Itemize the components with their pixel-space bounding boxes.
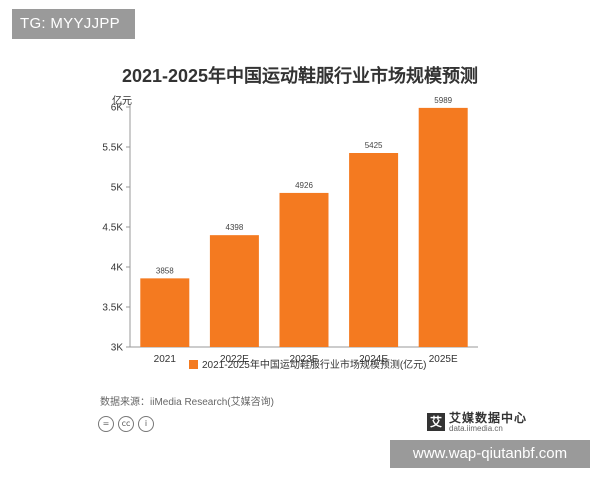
x-tick-label: 2021 <box>154 354 177 365</box>
legend-label: 2021-2025年中国运动鞋服行业市场规模预测(亿元) <box>202 358 426 371</box>
chart-title: 2021-2025年中国运动鞋服行业市场规模预测 <box>121 66 479 86</box>
bar <box>209 235 259 347</box>
bar <box>140 278 190 347</box>
license-equal-icon: = <box>98 416 114 432</box>
y-tick-label: 3.5K <box>102 303 123 314</box>
bar <box>418 107 468 347</box>
bar <box>349 153 399 347</box>
watermark-top: TG: MYYJJPP <box>12 9 135 39</box>
x-tick-label: 2023E <box>290 354 319 365</box>
y-tick-label: 5.5K <box>102 143 123 154</box>
source-text: 数据来源：iiMedia Research(艾媒咨询) <box>100 397 274 408</box>
info-icon: i <box>138 416 154 432</box>
x-tick-label: 2024E <box>359 354 388 365</box>
y-tick-label: 6K <box>111 103 124 114</box>
logo-text: 艾媒数据中心 data.iimedia.cn <box>449 412 527 433</box>
y-tick-label: 3K <box>111 343 124 354</box>
watermark-bottom: www.wap-qiutanbf.com <box>390 440 590 468</box>
license-icons: = cc i <box>98 416 154 432</box>
data-label: 5989 <box>434 96 452 105</box>
logo-url: data.iimedia.cn <box>449 423 503 433</box>
x-tick-label: 2025E <box>429 354 458 365</box>
data-label: 5425 <box>365 141 383 150</box>
logo-mark: 艾 <box>427 413 445 432</box>
bar <box>279 192 329 347</box>
data-label: 4926 <box>295 181 313 190</box>
logo-name: 艾媒数据中心 <box>449 411 528 425</box>
data-label: 4398 <box>226 223 244 232</box>
cc-icon: cc <box>118 416 134 432</box>
iimedia-logo: 艾 艾媒数据中心 data.iimedia.cn <box>427 412 527 433</box>
y-tick-label: 4.5K <box>102 223 123 234</box>
y-tick-label: 5K <box>111 183 124 194</box>
data-label: 3858 <box>156 266 174 275</box>
y-tick-label: 4K <box>111 263 124 274</box>
x-tick-label: 2022E <box>220 354 249 365</box>
y-axis-label: 亿元 <box>112 94 132 107</box>
legend-swatch <box>189 360 198 369</box>
